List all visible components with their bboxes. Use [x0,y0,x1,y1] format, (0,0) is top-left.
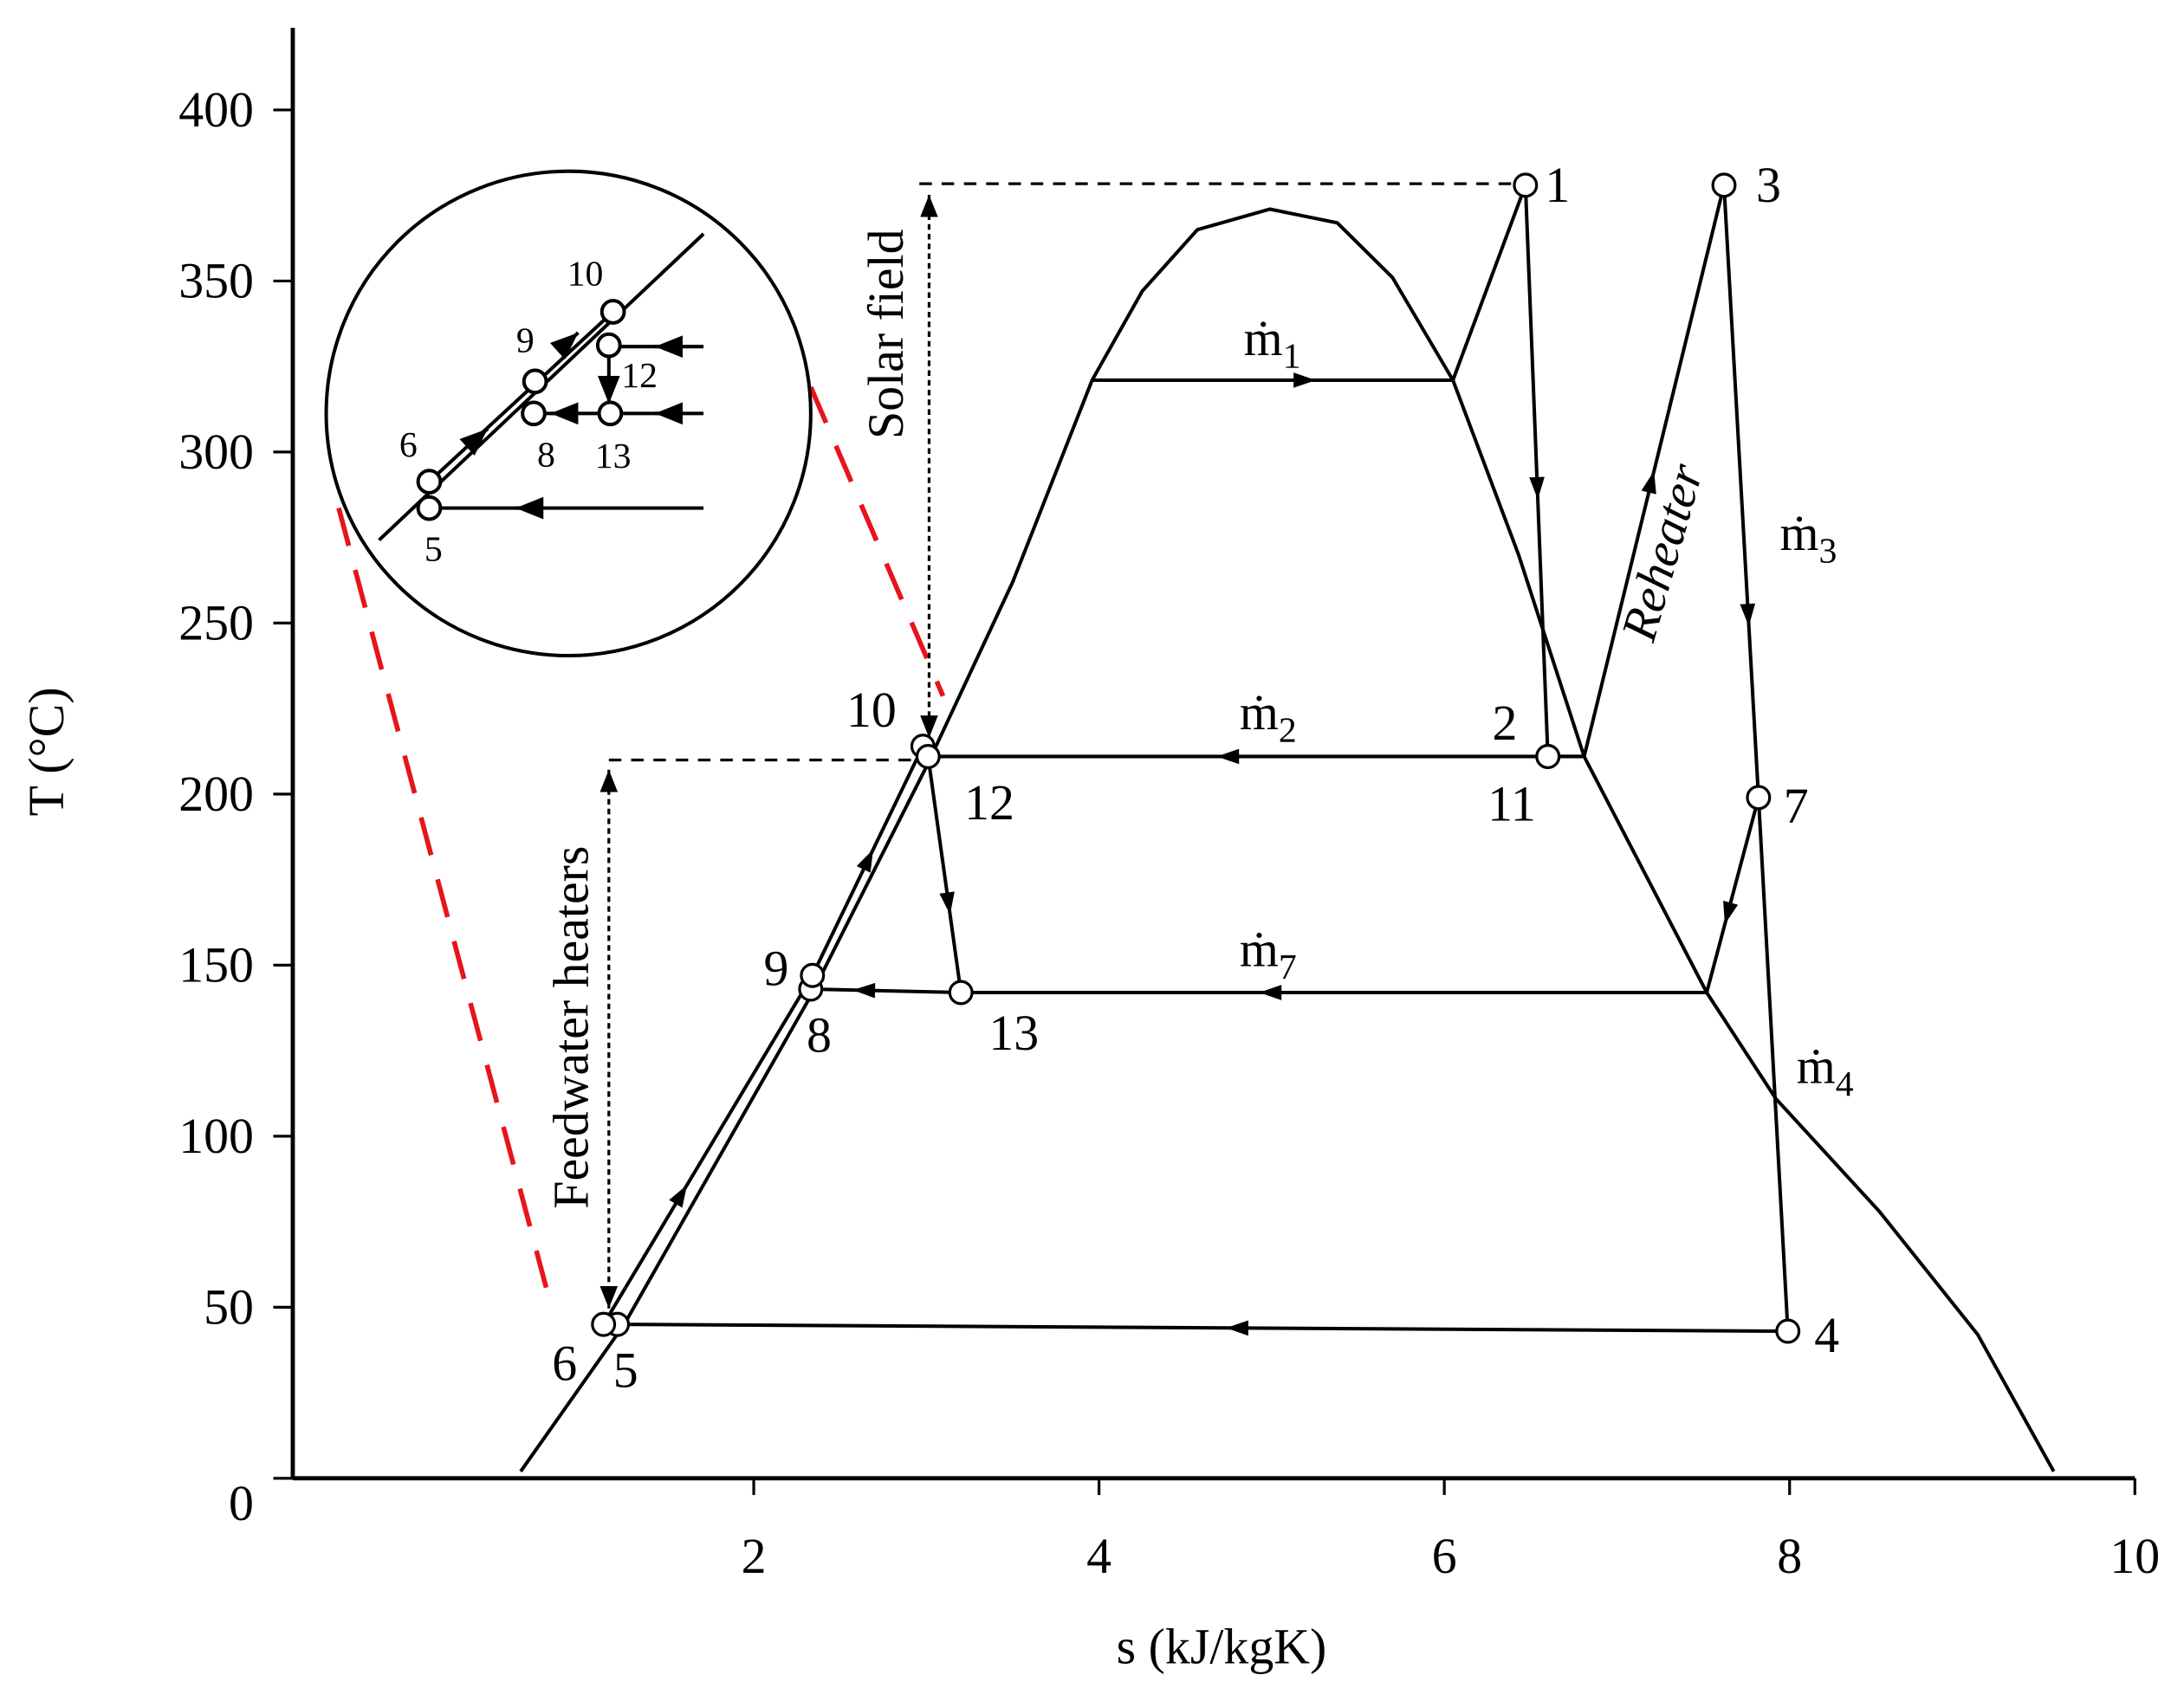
inset-label: 6 [399,425,418,465]
state-label: 12 [964,774,1014,831]
flow-symbol: ṁ [1779,505,1818,561]
y-tick-label: 0 [229,1475,254,1531]
zoom-guide [336,507,549,1289]
mass-flow-label: ṁ1 [1244,310,1301,376]
state-point [1775,1318,1801,1344]
state-label: 10 [846,682,897,738]
inset-point [416,469,443,495]
inset-label: 8 [537,435,555,475]
flow-symbol: ṁ [1244,310,1283,366]
flow-subscript: 3 [1818,531,1837,571]
y-axis-title: T (°C) [18,687,75,816]
inset: 10 9 12 6 8 13 5 [324,169,813,658]
state-label: 1 [1545,157,1570,213]
y-tick-label: 200 [178,766,254,822]
state-label: 7 [1784,778,1809,834]
annotation: Reheater [1610,457,1714,648]
mass-flow-label: ṁ4 [1797,1038,1854,1103]
mass-flow-label: ṁ2 [1240,684,1297,750]
annotation: Solar field [858,229,914,439]
inset-arrow [549,331,580,360]
state-point [948,980,974,1006]
process-line [601,745,925,1326]
x-tick-label: 2 [742,1528,767,1584]
flow-subscript: 7 [1279,948,1297,987]
state-label: 4 [1814,1307,1839,1363]
inset-label: 12 [621,356,658,396]
inset-label: 10 [567,254,604,294]
state-point [1746,785,1772,811]
state-label: 9 [764,940,789,996]
flow-subscript: 1 [1283,336,1301,376]
flow-subscript: 4 [1836,1064,1854,1104]
process-line [617,1323,1788,1334]
state-label: 2 [1492,695,1517,751]
process-line [1721,184,1790,1332]
x-axis-title: s (kJ/kgK) [1117,1619,1327,1675]
inset-point [599,299,626,325]
y-tick-label: 50 [204,1279,254,1336]
y-tick-label: 300 [178,424,254,480]
y-tick-label: 250 [178,595,254,651]
mass-flow-label: ṁ7 [1240,921,1297,986]
state-label: 8 [807,1006,832,1063]
state-label: 3 [1756,157,1781,213]
state-label: 5 [613,1342,638,1398]
flow-symbol: ṁ [1240,921,1279,977]
state-label: 13 [988,1005,1039,1061]
inset-circle [324,169,813,658]
flow-arrow [856,849,873,873]
annotation: Feedwater heaters [543,846,599,1209]
flow-arrow [1216,748,1240,765]
state-point [591,1311,617,1337]
inset-point [416,495,443,521]
x-tick-label: 4 [1086,1528,1111,1584]
state-point [915,743,941,769]
inset-point [521,400,547,427]
process-line [926,756,963,993]
flow-arrow [852,982,876,999]
flow-arrow [1723,901,1739,925]
x-tick-label: 8 [1777,1528,1802,1584]
flow-arrow [1293,372,1316,388]
process-line [1451,184,1527,381]
inset-label: 5 [424,530,443,570]
flow-symbol: ṁ [1240,684,1279,741]
flow-arrow [939,891,955,915]
state-label: 11 [1487,775,1536,831]
process-line [1523,184,1550,757]
y-tick-label: 150 [178,937,254,993]
inset-point [522,368,548,395]
flow-arrow [669,1184,688,1208]
flow-arrow [1641,470,1656,495]
inset-label: 9 [516,321,535,361]
inset-label: 13 [595,437,632,476]
inset-point [597,400,624,427]
flow-arrow [1226,1320,1248,1336]
flow-arrow [1740,603,1756,626]
state-point [1535,743,1561,769]
mass-flow-label: ṁ3 [1779,505,1837,571]
y-tick-label: 400 [178,81,254,138]
state-point [1711,172,1737,198]
state-point [800,962,826,988]
saturation-dome [519,207,2056,1473]
state-label: 6 [552,1335,577,1391]
process-line [810,987,1708,994]
inset-point [595,332,622,359]
x-tick-label: 6 [1432,1528,1457,1584]
process-line [1705,797,1760,993]
y-tick-label: 350 [178,253,254,309]
y-tick-label: 100 [178,1108,254,1164]
flow-arrow [1259,985,1282,1000]
flow-arrow [1529,476,1545,500]
state-point [1513,172,1539,198]
inset-arrow [459,427,489,456]
flow-symbol: ṁ [1797,1038,1836,1094]
x-tick-label: 10 [2109,1528,2160,1584]
flow-subscript: 2 [1279,711,1297,751]
